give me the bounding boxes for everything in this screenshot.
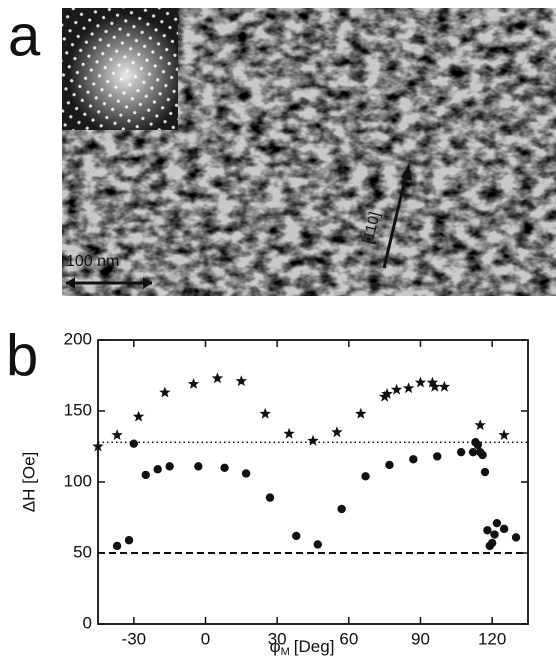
circle-point [483,526,492,535]
plot-frame [97,339,529,625]
y-tick-label: 100 [64,471,92,490]
star-point [211,372,224,384]
x-tick-label: -30 [122,629,147,648]
circle-point [433,452,442,461]
star-point [187,378,200,389]
circle-point [456,447,466,457]
panel-label: b [6,323,38,388]
star-point [235,375,247,386]
circle-point [511,533,521,542]
circle-point [492,518,502,528]
circle-point [241,469,251,478]
micrograph [62,8,556,296]
star-point [331,426,343,438]
circle-point [153,465,162,474]
star-point [307,434,319,446]
circle-point [478,450,487,460]
star-point [402,382,415,394]
x-tick-label: 30 [268,629,287,648]
x-axis-subscript: M [281,646,290,658]
direction-arrow [382,174,408,269]
circle-point [473,440,483,450]
circle-point [409,455,418,464]
star-point [111,429,123,440]
circle-point [165,462,174,471]
x-axis-label: φM [Deg] [270,637,335,657]
star-point [355,407,367,419]
circle-point [129,439,139,448]
panel-label: a [8,3,41,68]
star-point [381,388,393,399]
scale-bar-label: 100 nm [66,253,119,270]
circle-point [124,536,134,545]
y-tick-label: 0 [83,613,92,632]
circle-point [487,538,497,548]
y-tick-label: 50 [73,542,92,561]
circle-point [194,462,203,471]
circle-point [468,447,478,457]
y-tick-label: 200 [64,329,92,348]
circle-point [112,541,122,551]
circle-point [490,530,499,539]
x-tick-label: 0 [201,629,210,648]
circle-point [141,470,150,480]
circle-point [220,463,229,472]
star-point [283,427,295,439]
y-tick-label: 150 [64,400,92,419]
star-point [259,407,271,419]
x-axis-symbol: φ [270,637,281,656]
x-tick-label: 120 [478,629,506,648]
circle-point [499,524,509,534]
star-point [426,376,439,388]
circle-point [337,504,346,514]
circle-point [385,460,394,470]
x-tick-label: 90 [411,629,430,648]
circle-point [265,493,275,502]
circle-point [313,540,322,549]
circle-point [292,531,301,541]
x-tick-label: 60 [339,629,358,648]
x-axis-unit: [Deg] [294,637,335,656]
star-point [390,383,403,395]
y-axis-label: ΔH [Oe] [19,452,38,512]
star-point [438,380,451,392]
star-point [474,419,486,431]
star-point [159,386,171,398]
star-point [429,380,441,392]
star-point [132,410,145,422]
star-point [414,376,427,388]
circle-point [361,472,370,481]
circle-point [480,467,490,477]
star-point [498,429,510,440]
